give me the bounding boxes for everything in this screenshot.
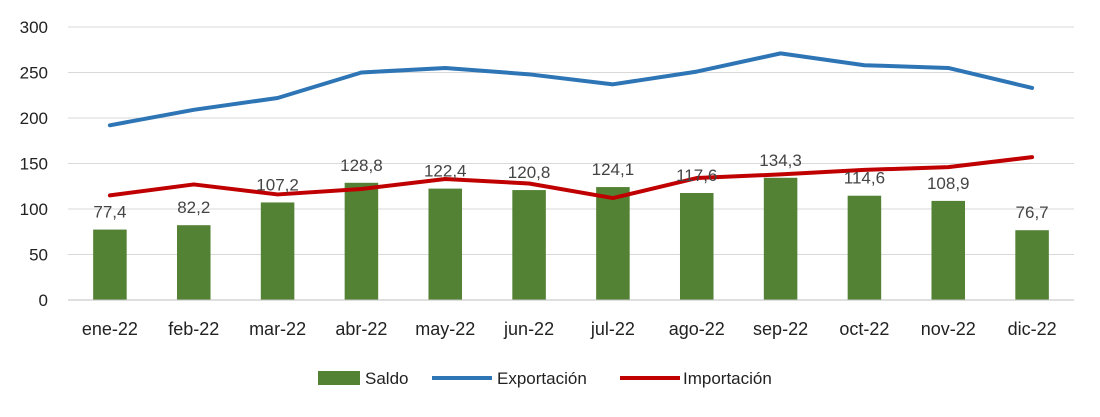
data-label-saldo: 82,2 <box>177 198 210 217</box>
data-label-saldo: 117,6 <box>676 166 717 185</box>
x-tick-label: feb-22 <box>168 319 219 339</box>
data-label-saldo: 122,4 <box>424 162 467 181</box>
data-label-saldo: 107,2 <box>256 175 299 194</box>
x-tick-label: jul-22 <box>590 319 635 339</box>
x-tick-label: ago-22 <box>669 319 725 339</box>
bar-saldo-oct-22 <box>847 195 882 300</box>
legend-label: Saldo <box>365 369 408 388</box>
bar-saldo-jun-22 <box>512 190 546 300</box>
line-series <box>107 51 1035 201</box>
bar-saldo-ago-22 <box>679 192 714 300</box>
bar-saldo-ene-22 <box>93 229 127 300</box>
legend: Saldo Exportación Importación <box>318 369 772 388</box>
legend-label: Importación <box>683 369 772 388</box>
line-exportación <box>107 51 1035 128</box>
data-label-saldo: 128,8 <box>340 156 383 175</box>
x-tick-label: oct-22 <box>839 319 889 339</box>
legend-label: Exportación <box>497 369 587 388</box>
data-label-saldo: 108,9 <box>927 174 970 193</box>
y-tick-label: 100 <box>20 200 48 219</box>
y-tick-label: 250 <box>20 64 48 83</box>
bar-saldo-nov-22 <box>931 200 966 300</box>
data-label-saldo: 76,7 <box>1016 203 1049 222</box>
legend-marker-saldo <box>318 371 360 385</box>
data-label-saldo: 120,8 <box>508 163 551 182</box>
bar-saldo-abr-22 <box>344 182 379 300</box>
x-tick-label: dic-22 <box>1008 319 1057 339</box>
bar-saldo-dic-22 <box>1015 230 1049 300</box>
gridlines <box>68 26 1074 255</box>
bar-saldo-mar-22 <box>260 202 295 300</box>
bar-saldo-may-22 <box>428 188 463 300</box>
x-tick-label: mar-22 <box>249 319 306 339</box>
y-tick-label: 50 <box>29 246 48 265</box>
x-tick-label: may-22 <box>415 319 475 339</box>
data-labels: 77,4 82,2 107,2 128,8 122,4 120,8 124,1 117,6 13… <box>93 151 1048 222</box>
x-tick-label: nov-22 <box>921 319 976 339</box>
y-tick-label: 200 <box>20 109 48 128</box>
bar-saldo-jul-22 <box>596 187 630 300</box>
data-label-saldo: 114,6 <box>844 169 885 188</box>
line-importación <box>107 155 1035 201</box>
axes: 0 50 100 150 200 250 300 ene-22 feb-22 mar-22 abr-… <box>20 18 1074 339</box>
y-tick-label: 0 <box>39 291 48 310</box>
bar-series-saldo <box>93 177 1049 300</box>
data-label-saldo: 77,4 <box>93 203 126 222</box>
x-tick-label: jun-22 <box>503 319 554 339</box>
data-label-saldo: 124,1 <box>592 160 635 179</box>
x-tick-label: abr-22 <box>335 319 387 339</box>
bar-saldo-feb-22 <box>176 225 211 300</box>
x-tick-label: ene-22 <box>82 319 138 339</box>
bar-saldo-sep-22 <box>763 177 798 300</box>
y-tick-label: 150 <box>20 155 48 174</box>
data-label-saldo: 134,3 <box>759 151 802 170</box>
y-tick-label: 300 <box>20 18 48 37</box>
x-tick-label: sep-22 <box>753 319 808 339</box>
